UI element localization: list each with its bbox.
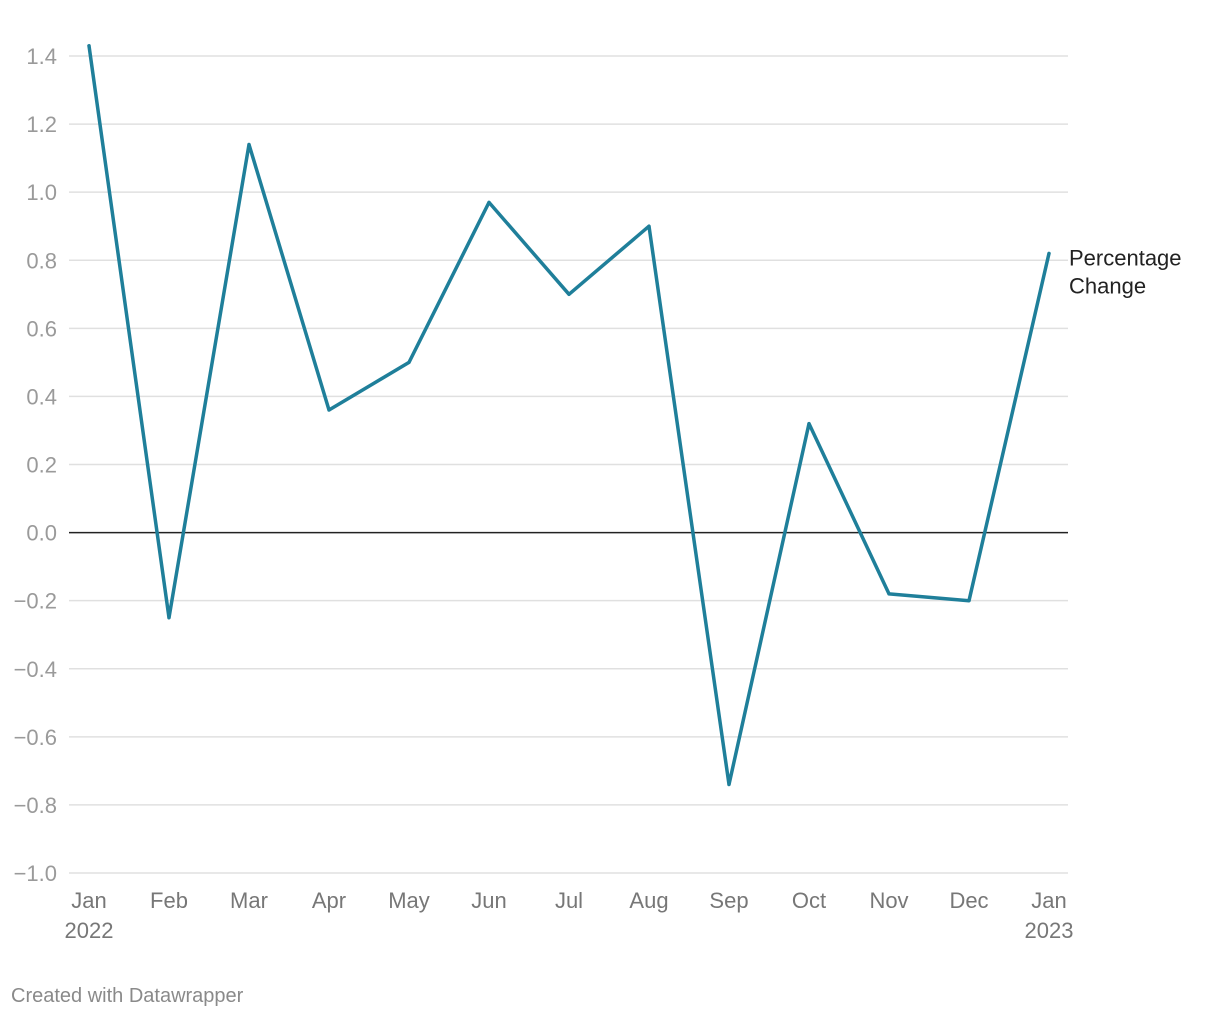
x-tick-label: Apr bbox=[312, 888, 346, 913]
y-tick-label: −0.6 bbox=[14, 725, 57, 750]
gridlines bbox=[69, 55, 1068, 874]
series-label: Change bbox=[1069, 273, 1146, 298]
data-point bbox=[967, 599, 971, 603]
data-point bbox=[487, 200, 491, 204]
y-tick-label: 0.6 bbox=[26, 316, 57, 341]
x-tick-label: Nov bbox=[869, 888, 908, 913]
y-axis-ticks: 1.4 1.2 1.0 0.8 0.6 0.4 0.2 0.0 −0.2 −0.4 −0.6 −0.8… bbox=[14, 44, 57, 886]
x-tick-year-label: 2023 bbox=[1025, 918, 1074, 943]
data-point bbox=[807, 422, 811, 426]
x-tick-label: Mar bbox=[230, 888, 268, 913]
x-tick-label: Feb bbox=[150, 888, 188, 913]
y-tick-label: −0.2 bbox=[14, 589, 57, 614]
credit-text: Created with Datawrapper bbox=[11, 985, 244, 1007]
y-tick-label: 0.0 bbox=[26, 521, 57, 546]
y-tick-label: 0.8 bbox=[26, 248, 57, 273]
data-point bbox=[87, 44, 91, 48]
y-tick-label: −1.0 bbox=[14, 861, 57, 886]
data-point bbox=[167, 616, 171, 620]
series-label: Percentage bbox=[1069, 245, 1182, 270]
y-tick-label: 1.0 bbox=[26, 180, 57, 205]
x-axis-ticks: Jan 2022 Feb Mar Apr May Jun Jul Aug Sep Oct Nov Dec… bbox=[65, 888, 1074, 943]
data-point bbox=[727, 782, 731, 787]
y-tick-label: 1.2 bbox=[26, 112, 57, 137]
x-tick-label: Jan bbox=[1031, 888, 1066, 913]
y-tick-label: −0.8 bbox=[14, 793, 57, 818]
x-tick-label: Dec bbox=[949, 888, 988, 913]
y-tick-label: 0.4 bbox=[26, 384, 57, 409]
series-labels: Percentage Change bbox=[1069, 245, 1182, 298]
x-tick-year-label: 2022 bbox=[65, 918, 114, 943]
series-layer bbox=[87, 44, 1051, 787]
x-tick-label: Aug bbox=[629, 888, 668, 913]
data-point bbox=[567, 292, 571, 296]
data-point bbox=[1047, 251, 1051, 256]
x-tick-label: May bbox=[388, 888, 430, 913]
x-tick-label: Oct bbox=[792, 888, 826, 913]
x-tick-label: Jul bbox=[555, 888, 583, 913]
y-tick-label: 0.2 bbox=[26, 453, 57, 478]
x-tick-label: Jun bbox=[471, 888, 506, 913]
y-tick-label: −0.4 bbox=[14, 657, 57, 682]
data-point bbox=[327, 408, 331, 412]
data-point bbox=[247, 142, 251, 147]
data-point bbox=[647, 224, 651, 228]
data-point bbox=[407, 360, 411, 364]
x-tick-label: Sep bbox=[709, 888, 748, 913]
y-tick-label: 1.4 bbox=[26, 44, 57, 69]
series-line bbox=[87, 44, 1051, 787]
x-tick-label: Jan bbox=[71, 888, 106, 913]
data-point bbox=[887, 592, 891, 596]
